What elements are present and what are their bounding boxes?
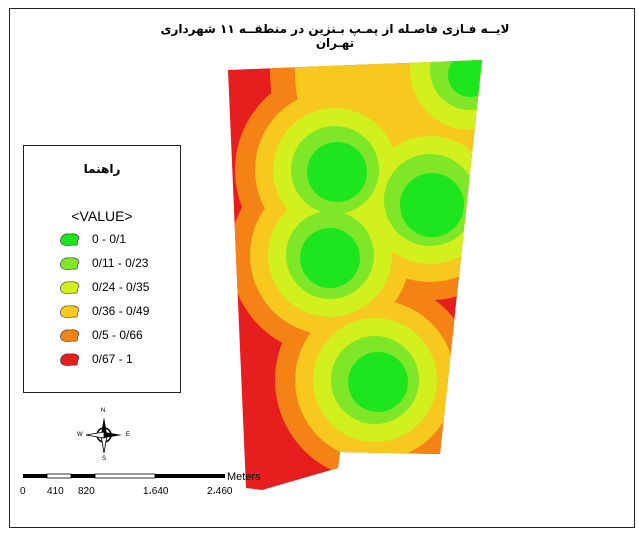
legend-item: 0/36 - 0/49 <box>58 302 178 324</box>
north-arrow: N S E W <box>74 405 134 465</box>
legend-swatch <box>60 353 80 366</box>
legend-swatch <box>60 257 80 270</box>
legend-label: 0/36 - 0/49 <box>92 304 150 318</box>
legend-swatch <box>60 281 80 294</box>
legend-label: 0/11 - 0/23 <box>92 256 149 270</box>
legend-label: 0 - 0/1 <box>92 232 127 246</box>
west-label: W <box>77 432 83 438</box>
legend-label: 0/5 - 0/66 <box>92 328 143 342</box>
scale-unit: Meters <box>227 471 261 483</box>
legend-swatch <box>60 233 80 246</box>
legend-swatch <box>60 329 80 342</box>
legend-item: 0/11 - 0/23 <box>58 254 178 276</box>
scale-bar-graphic <box>23 473 225 479</box>
legend-item: 0/67 - 1 <box>58 350 178 372</box>
legend-header: <VALUE> <box>71 208 133 224</box>
east-label: E <box>126 432 131 438</box>
legend-item: 0 - 0/1 <box>58 230 178 252</box>
scale-tick-2: 820 <box>78 486 95 497</box>
legend-title: راهنما <box>83 162 121 176</box>
scale-tick-0: 0 <box>20 486 26 497</box>
scale-tick-3: 1،640 <box>143 486 169 497</box>
map-title: لایــه فـازی فاصـله از پمـپ بـنزین در من… <box>160 22 510 50</box>
legend-label: 0/67 - 1 <box>92 352 133 366</box>
legend-label: 0/24 - 0/35 <box>92 280 150 294</box>
legend-swatch <box>60 305 80 318</box>
north-label: N <box>101 408 106 414</box>
legend: راهنما <VALUE> 0 - 0/1 0/11 - 0/23 0/24 - … <box>23 145 181 393</box>
legend-item: 0/5 - 0/66 <box>58 326 178 348</box>
scale-bar: Meters 0 410 820 1،640 2،460 <box>20 470 280 500</box>
compass-icon <box>85 417 122 454</box>
scale-tick-4: 2،460 <box>207 486 233 497</box>
south-label: S <box>102 456 107 462</box>
legend-item: 0/24 - 0/35 <box>58 278 178 300</box>
scale-tick-1: 410 <box>47 486 64 497</box>
